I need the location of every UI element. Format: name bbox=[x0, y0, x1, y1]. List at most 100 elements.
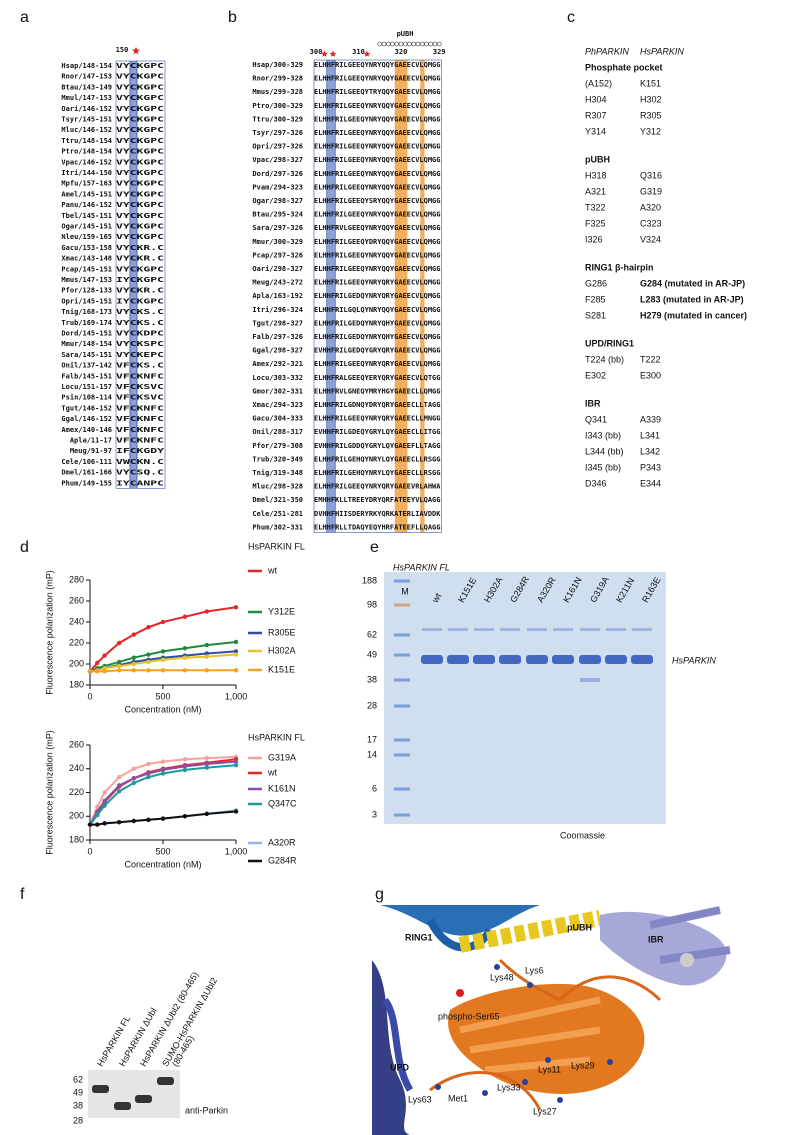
data-point bbox=[233, 605, 239, 610]
data-point bbox=[131, 668, 136, 673]
sequence: ELHHFRILGEEQYNRYQQYGAEECVLQMGG bbox=[314, 102, 441, 110]
band bbox=[579, 655, 601, 664]
legend-title: HsPARKIN FL bbox=[248, 732, 305, 742]
data-point bbox=[146, 659, 151, 665]
sequence: ELHHFRILGEHQYNRYLQYGAEECLLRSGG bbox=[314, 469, 441, 477]
series-line bbox=[89, 760, 237, 826]
series-line bbox=[89, 653, 237, 673]
faint-band bbox=[632, 628, 652, 631]
species-label: Gacu/304-333 bbox=[252, 415, 303, 423]
section-title: Phosphate pocket bbox=[585, 62, 663, 72]
helix-coil bbox=[415, 41, 421, 47]
table-cell: L344 (bb) bbox=[585, 446, 624, 456]
legend-title: HsPARKIN FL bbox=[248, 541, 305, 551]
data-point bbox=[146, 817, 151, 823]
x-tick-label: 0 bbox=[87, 691, 92, 701]
helix-coil bbox=[432, 41, 438, 47]
legend-label: wt bbox=[267, 565, 277, 575]
lane-label: M bbox=[401, 586, 409, 596]
sequence: VYCKGPC bbox=[116, 73, 164, 81]
stain-label: Coomassie bbox=[560, 830, 605, 840]
data-point bbox=[102, 666, 107, 671]
species-label: Gmor/302-331 bbox=[252, 387, 303, 395]
data-point bbox=[160, 767, 166, 773]
species-label: Mmur/148-154 bbox=[61, 340, 112, 348]
data-point bbox=[204, 755, 209, 761]
blot-band bbox=[135, 1095, 152, 1103]
data-point bbox=[233, 652, 239, 657]
species-label: Psin/108-114 bbox=[61, 394, 112, 402]
data-point bbox=[204, 811, 209, 817]
table-header: PhPARKIN bbox=[585, 46, 629, 56]
table-cell: S281 bbox=[585, 310, 606, 320]
sequence: ELHHFRILGEEQYNRYQQYGAEECVLQMGG bbox=[314, 265, 441, 273]
helix-coil bbox=[377, 41, 383, 47]
species-label: Phum/302-331 bbox=[252, 523, 303, 531]
species-label: Btau/295-324 bbox=[252, 211, 303, 219]
table-cell: G284 (mutated in AR-JP) bbox=[640, 278, 745, 288]
table-cell: K151 bbox=[640, 78, 661, 88]
species-label: Vpac/146-152 bbox=[61, 158, 112, 166]
column-box bbox=[115, 60, 131, 489]
species-label: Pfor/279-308 bbox=[252, 442, 303, 450]
helix-coil bbox=[411, 41, 417, 47]
ladder-band bbox=[394, 579, 410, 583]
blot-band bbox=[92, 1085, 109, 1093]
species-label: Trub/169-174 bbox=[61, 319, 112, 327]
conserved-column bbox=[331, 60, 336, 533]
table-cell: R305 bbox=[640, 110, 662, 120]
helix-coil bbox=[398, 41, 404, 47]
table-cell: Y312 bbox=[640, 126, 661, 136]
sequence: VYCKGPC bbox=[116, 180, 164, 188]
table-cell: I326 bbox=[585, 234, 603, 244]
species-label: Panu/146-152 bbox=[61, 201, 112, 209]
sequence: VYCKGPC bbox=[116, 148, 164, 156]
species-label: Xmac/294-323 bbox=[252, 401, 303, 409]
marker-label: 49 bbox=[73, 1087, 83, 1097]
marker-label: 38 bbox=[367, 674, 377, 684]
residue-label: Lys6 bbox=[525, 965, 544, 975]
species-label: Amex/140-146 bbox=[61, 426, 112, 434]
sequence: VWCKN.C bbox=[116, 458, 164, 466]
data-point bbox=[160, 816, 166, 821]
data-point bbox=[102, 653, 107, 658]
species-label: Itri/144-150 bbox=[61, 169, 112, 177]
domain-label: pUBH bbox=[567, 922, 592, 932]
species-label: Opri/297-326 bbox=[252, 143, 303, 151]
table-cell: T322 bbox=[585, 202, 606, 212]
sequence: VYCKGPC bbox=[116, 62, 164, 70]
data-point bbox=[87, 822, 93, 827]
data-point bbox=[233, 639, 239, 645]
section-title: UPD/RING1 bbox=[585, 338, 634, 348]
legend-label: K161N bbox=[268, 783, 296, 793]
species-label: Locu/303-332 bbox=[252, 374, 303, 382]
star bbox=[363, 50, 371, 57]
marker-label: 62 bbox=[73, 1074, 83, 1084]
data-point bbox=[146, 774, 151, 780]
ladder-band bbox=[394, 753, 410, 757]
sequence: VYCKS.C bbox=[116, 308, 164, 316]
data-point bbox=[182, 764, 188, 769]
data-point bbox=[182, 814, 188, 819]
helix-coil bbox=[381, 41, 387, 47]
data-point bbox=[204, 642, 209, 648]
species-label: Tbel/145-151 bbox=[61, 212, 112, 220]
gel-title: HsPARKIN FL bbox=[393, 562, 450, 572]
table-cell: E302 bbox=[585, 370, 606, 380]
ladder-band bbox=[394, 704, 410, 708]
species-label: Dord/297-326 bbox=[252, 170, 303, 178]
species-label: Hsap/300-329 bbox=[252, 61, 303, 69]
table-cell: G286 bbox=[585, 278, 607, 288]
marker-label: 188 bbox=[362, 575, 377, 585]
data-point bbox=[95, 804, 100, 809]
star bbox=[132, 47, 140, 55]
panel-label: d bbox=[20, 539, 29, 556]
species-label: Mluc/146-152 bbox=[61, 126, 112, 134]
marker-label: 6 bbox=[372, 783, 377, 793]
data-point bbox=[146, 625, 151, 630]
species-label: Btau/143-149 bbox=[61, 83, 112, 91]
species-label: Apla/11-17 bbox=[70, 437, 112, 445]
sequence: DVHHFHIISDERYRKYQRKATERLIAVDDK bbox=[314, 510, 441, 518]
faint-band bbox=[448, 628, 468, 631]
table-cell: Q341 bbox=[585, 414, 607, 424]
